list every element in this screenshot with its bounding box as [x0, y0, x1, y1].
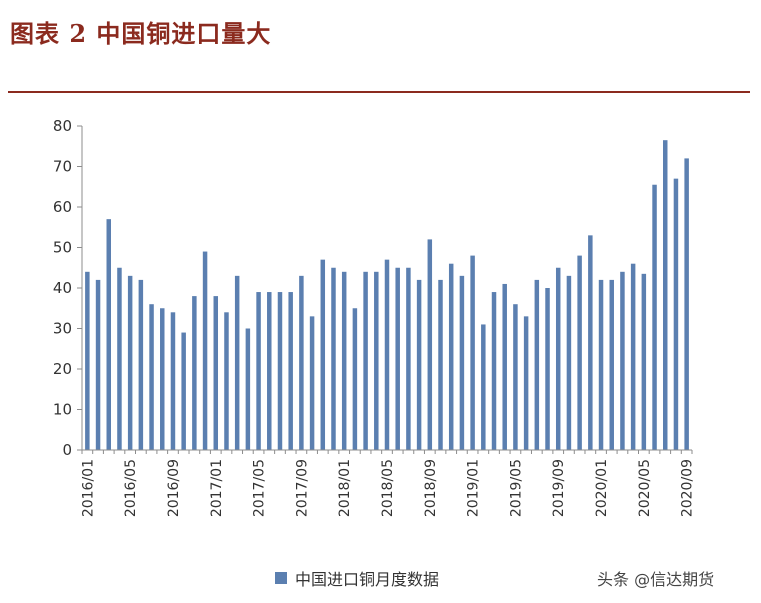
- x-tick-label: 2016/05: [123, 459, 139, 517]
- y-tick-label: 40: [53, 279, 72, 297]
- bar: [331, 267, 336, 450]
- bar: [641, 273, 647, 450]
- x-tick-label: 2020/01: [594, 459, 610, 517]
- bar: [470, 255, 475, 450]
- y-axis: 0 10 20 30 40 50 60 70 80: [53, 117, 83, 459]
- bar: [213, 296, 219, 450]
- y-tick-label: 70: [53, 158, 72, 176]
- bar: [481, 324, 486, 450]
- bar: [127, 275, 133, 450]
- bar: [438, 279, 443, 450]
- bar: [620, 271, 625, 450]
- legend-swatch: [275, 572, 287, 584]
- bar: [299, 275, 304, 450]
- x-tick-label: 2018/09: [423, 459, 439, 517]
- bar: [320, 259, 326, 450]
- y-tick-label: 20: [53, 360, 72, 378]
- bar: [309, 316, 315, 450]
- bar: [374, 271, 379, 450]
- bar: [138, 279, 144, 450]
- bar: [95, 279, 101, 450]
- bar: [630, 263, 636, 450]
- bar: [555, 267, 561, 450]
- bar: [149, 304, 154, 450]
- bar: [523, 316, 529, 450]
- x-tick-label: 2017/09: [294, 459, 310, 517]
- x-tick-label: 2020/09: [680, 459, 696, 517]
- bar: [652, 184, 657, 451]
- bar: [577, 255, 582, 450]
- y-tick-label: 10: [53, 401, 72, 419]
- x-tick-label: 2016/09: [166, 459, 182, 517]
- watermark: 头条 @信达期货: [597, 570, 715, 589]
- bar: [448, 263, 454, 450]
- bar: [673, 178, 679, 450]
- x-tick-label: 2019/05: [508, 459, 524, 517]
- bar: [598, 279, 604, 450]
- bar: [566, 275, 572, 450]
- bar: [459, 275, 465, 450]
- bar: [363, 271, 368, 450]
- legend: 中国进口铜月度数据: [275, 566, 439, 590]
- bar: [395, 267, 400, 450]
- x-tick-label: 2016/01: [80, 459, 96, 517]
- x-tick-label: 2020/05: [637, 459, 653, 517]
- bar: [534, 279, 540, 450]
- bar: [234, 275, 240, 450]
- bar: [181, 332, 186, 450]
- bar: [513, 304, 518, 450]
- x-tick-label: 2017/01: [209, 459, 225, 517]
- y-tick-label: 50: [53, 239, 72, 257]
- x-tick-label: 2018/05: [380, 459, 396, 517]
- bar: [684, 158, 689, 450]
- bar: [384, 259, 390, 450]
- bar: [192, 296, 197, 450]
- bar: [160, 308, 165, 450]
- bar: [406, 267, 411, 450]
- title-divider: [8, 91, 750, 93]
- x-axis: 2016/01 2016/05 2016/09 2017/01 2017/05 2017/…: [80, 449, 696, 517]
- bar: [609, 279, 614, 450]
- bars: [85, 140, 689, 451]
- bar: [341, 271, 347, 450]
- bar: [245, 328, 251, 450]
- bar: [117, 267, 122, 450]
- x-tick-label: 2019/01: [466, 459, 482, 517]
- y-tick-label: 0: [62, 441, 72, 459]
- y-tick-label: 80: [53, 117, 72, 135]
- bar: [416, 279, 422, 450]
- bar: [427, 239, 433, 450]
- bar: [202, 251, 208, 450]
- bar: [85, 271, 90, 450]
- x-tick-label: 2019/09: [551, 459, 567, 517]
- bar: [106, 219, 111, 450]
- bar: [491, 292, 497, 450]
- x-tick-label: 2018/01: [337, 459, 353, 517]
- bar: [352, 308, 358, 450]
- figure-title: 图表 2 中国铜进口量大: [10, 19, 272, 48]
- x-tick-label: 2017/05: [252, 459, 268, 517]
- bar: [224, 312, 229, 450]
- y-tick-label: 60: [53, 198, 72, 216]
- y-tick-label: 30: [53, 320, 72, 338]
- bar: [170, 312, 176, 450]
- bar: [663, 140, 668, 450]
- bar: [277, 292, 283, 450]
- bar: [267, 292, 272, 450]
- legend-label: 中国进口铜月度数据: [295, 570, 440, 589]
- bar: [502, 283, 507, 450]
- bar: [588, 235, 593, 450]
- bar: [256, 292, 261, 450]
- bar: [288, 292, 293, 450]
- bar: [545, 288, 550, 450]
